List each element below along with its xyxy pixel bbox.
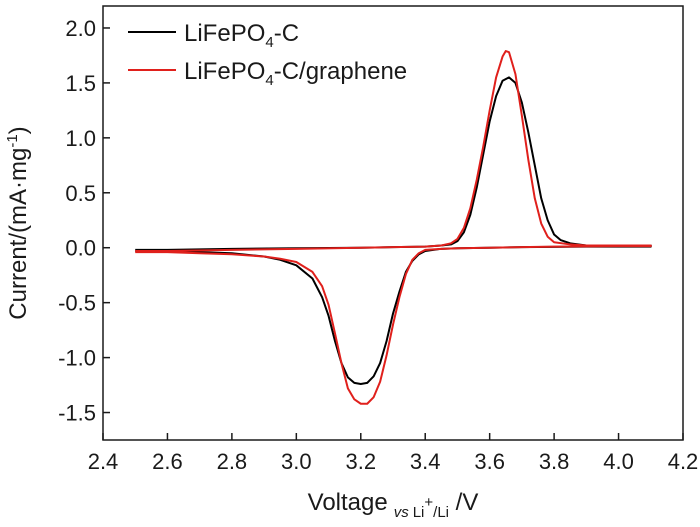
x-tick-label: 3.2 (345, 449, 376, 474)
x-axis-title: Voltage vs Li+/Li /V (308, 489, 479, 521)
x-tick-label: 3.0 (281, 449, 312, 474)
x-tick-label: 2.6 (152, 449, 183, 474)
y-tick-label: 2.0 (65, 16, 96, 41)
y-tick-label: 0.5 (65, 181, 96, 206)
x-tick-label: 2.4 (88, 449, 119, 474)
legend-label-lifepo4-c-graphene: LiFePO4-C/graphene (184, 58, 407, 89)
plot-frame (102, 5, 684, 441)
x-tick-label: 3.6 (474, 449, 505, 474)
x-tick-label: 2.8 (217, 449, 248, 474)
y-tick-label: 1.5 (65, 71, 96, 96)
legend-label-lifepo4-c: LiFePO4-C (184, 20, 299, 51)
x-tick-label: 3.4 (410, 449, 441, 474)
y-tick-label: -0.5 (58, 291, 96, 316)
y-tick-label: -1.0 (58, 346, 96, 371)
x-tick-label: 3.8 (539, 449, 570, 474)
curve-layer (135, 50, 652, 405)
y-axis: -1.5 -1.0 -0.5 0.0 0.5 1.0 1.5 2.0 (58, 16, 110, 426)
y-axis-title: Current/(mA·mg-1) (4, 126, 32, 319)
series-curve-lifepo4-c-graphene (135, 50, 652, 405)
y-tick-label: 0.0 (65, 236, 96, 261)
x-tick-label: 4.2 (668, 449, 699, 474)
legend: LiFePO4-C LiFePO4-C/graphene (128, 20, 407, 89)
x-tick-label: 4.0 (603, 449, 634, 474)
y-tick-label: -1.5 (58, 401, 96, 426)
y-tick-label: 1.0 (65, 126, 96, 151)
series-curve-lifepo4-c (135, 76, 652, 385)
x-axis: 2.4 2.6 2.8 3.0 3.2 3.4 3.6 3.8 4.0 4.2 (88, 433, 699, 474)
